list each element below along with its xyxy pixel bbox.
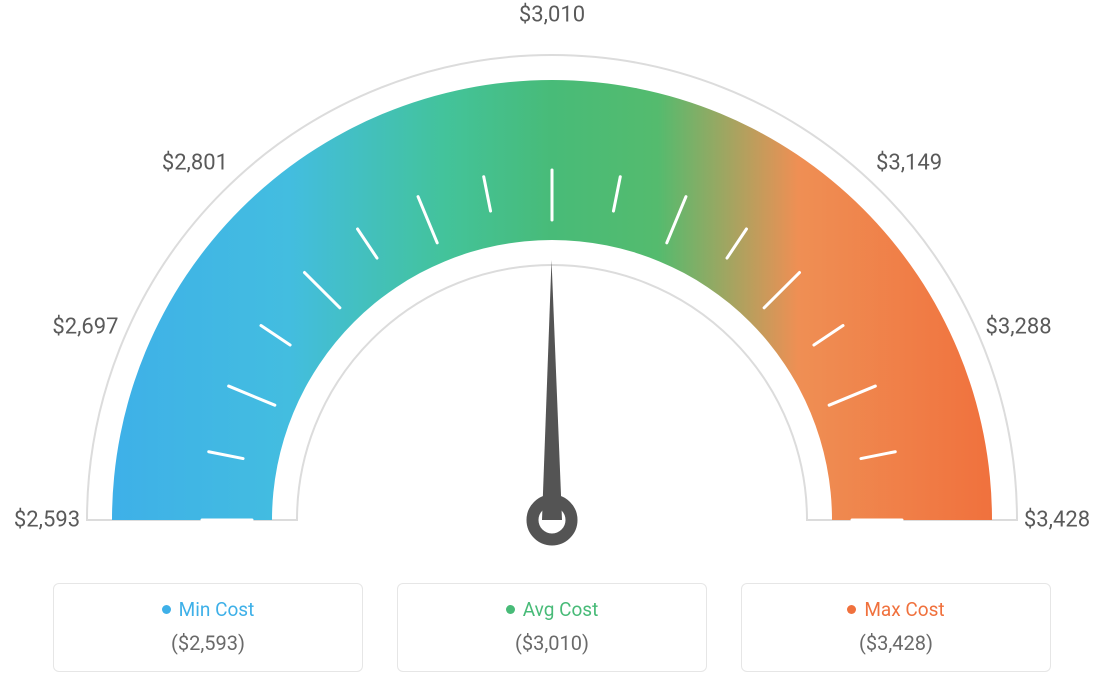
legend-title: Min Cost [179,598,255,621]
legend-dot-icon [506,605,515,614]
gauge-tick-label: $3,288 [985,314,1051,339]
gauge-svg [0,0,1104,560]
gauge-tick-label: $2,697 [52,314,118,339]
legend-value: ($2,593) [54,631,362,655]
legend-value: ($3,010) [398,631,706,655]
legend-card-min: Min Cost ($2,593) [53,583,363,672]
gauge-tick-label: $3,428 [1024,508,1090,533]
legend-title: Avg Cost [523,598,599,621]
legend-title: Max Cost [864,598,944,621]
gauge-tick-label: $3,010 [519,3,585,28]
legend-card-max: Max Cost ($3,428) [741,583,1051,672]
legend-title-row: Avg Cost [398,598,706,621]
legend-dot-icon [162,605,171,614]
gauge-needle [542,260,562,520]
gauge-chart: $2,593 $2,697 $2,801 $3,010 $3,149 $3,288 $3,4… [0,0,1104,560]
legend-title-row: Min Cost [54,598,362,621]
legend-row: Min Cost ($2,593) Avg Cost ($3,010) Max Cost… [0,583,1104,672]
legend-title-row: Max Cost [742,598,1050,621]
gauge-tick-label: $2,593 [14,508,80,533]
gauge-tick-label: $2,801 [162,150,228,175]
legend-dot-icon [847,605,856,614]
legend-value: ($3,428) [742,631,1050,655]
gauge-tick-label: $3,149 [876,150,942,175]
legend-card-avg: Avg Cost ($3,010) [397,583,707,672]
